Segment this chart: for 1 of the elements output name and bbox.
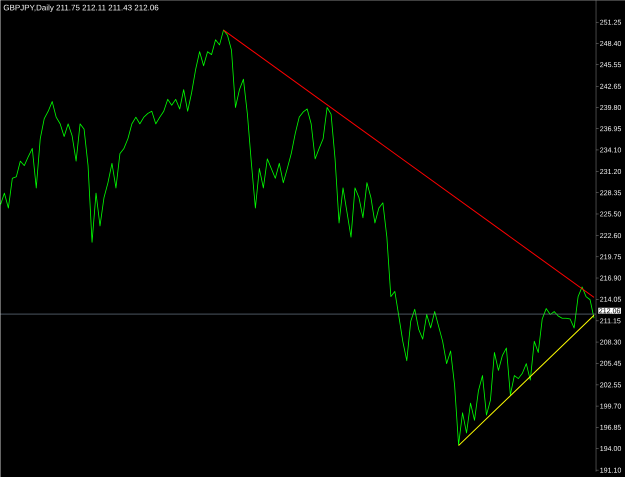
- chart-title: GBPJPY,Daily 211.75 212.11 211.43 212.06: [4, 4, 158, 12]
